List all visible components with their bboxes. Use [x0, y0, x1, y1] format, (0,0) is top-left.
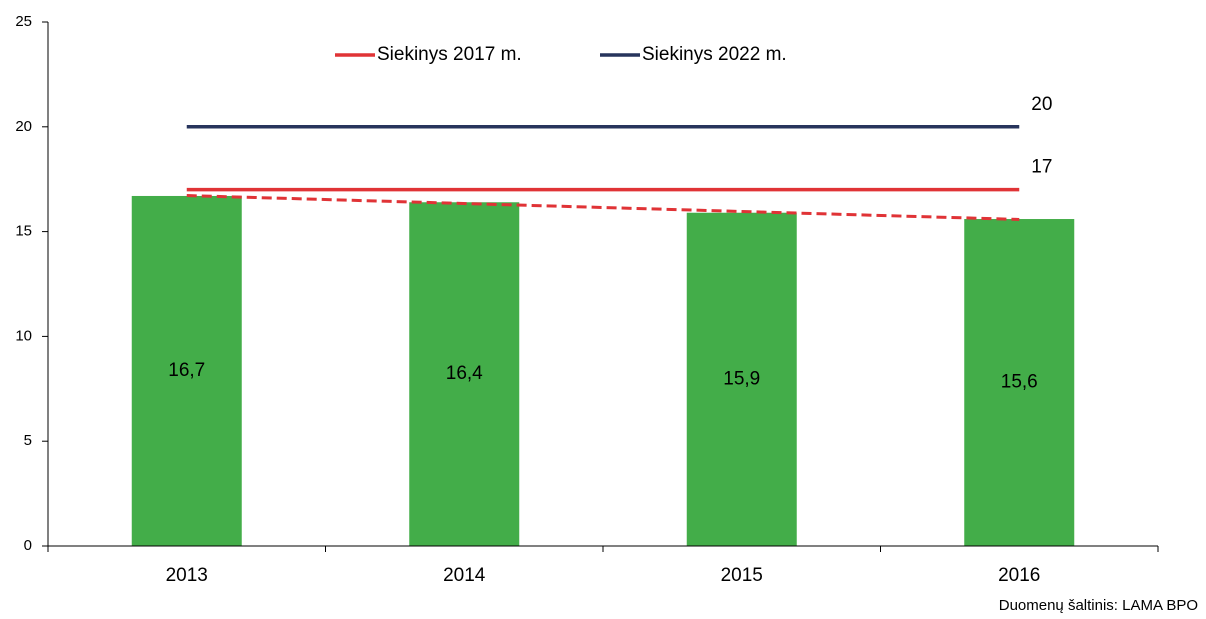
x-tick-label: 2016	[998, 565, 1040, 586]
target-value-label: 20	[1031, 94, 1052, 115]
bar	[409, 202, 520, 547]
trendline	[186, 194, 1020, 221]
x-tick-label: 2013	[166, 565, 208, 586]
y-tick-label: 0	[24, 537, 32, 554]
y-tick-label: 15	[15, 223, 32, 240]
bar-value-label: 15,9	[723, 368, 760, 389]
y-tick-label: 5	[24, 432, 32, 449]
y-tick-label: 10	[15, 327, 32, 344]
y-tick-label: 20	[15, 118, 32, 135]
target-value-label: 17	[1031, 157, 1052, 178]
bar-value-label: 16,7	[168, 360, 205, 381]
bar-value-label: 15,6	[1001, 372, 1038, 393]
bar-value-label: 16,4	[446, 363, 483, 384]
x-tick-label: 2015	[721, 565, 763, 586]
y-tick-label: 25	[15, 13, 32, 30]
bar	[131, 195, 242, 546]
legend-label: Siekinys 2022 m.	[642, 44, 787, 65]
bar	[964, 219, 1075, 547]
source-note: Duomenų šaltinis: LAMA BPO	[999, 597, 1198, 614]
x-tick-label: 2014	[443, 565, 486, 586]
legend-label: Siekinys 2017 m.	[377, 44, 522, 65]
bar	[686, 212, 797, 546]
